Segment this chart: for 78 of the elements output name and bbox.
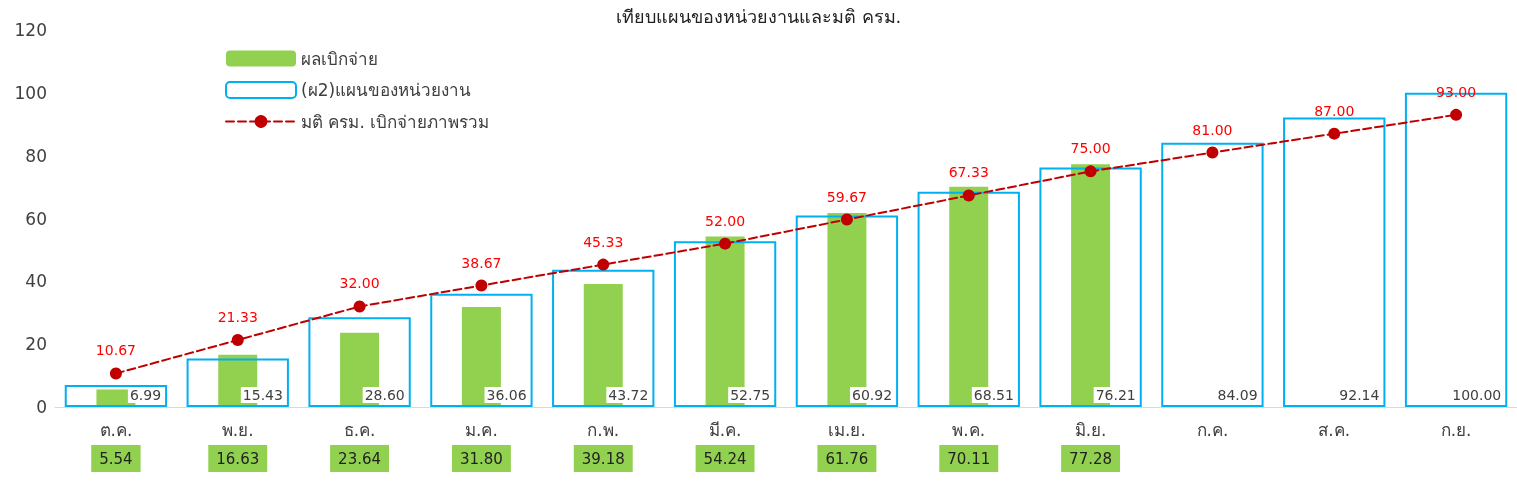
- data-label: 23.64: [338, 449, 382, 468]
- data-label: 15.43: [242, 387, 283, 403]
- x-tick-label: ก.ย.: [1440, 419, 1472, 440]
- bar: [673, 241, 777, 407]
- x-tick-label: ก.ค.: [1196, 419, 1229, 440]
- data-label: 70.11: [947, 449, 991, 468]
- data-label: 84.09: [1217, 387, 1258, 403]
- data-label: 38.67: [461, 254, 502, 271]
- point: [475, 279, 488, 292]
- bar: [1161, 142, 1264, 407]
- data-label: 54.24: [703, 449, 747, 468]
- bar: [430, 293, 533, 407]
- y-tick-label: 60: [25, 208, 47, 229]
- bar: [795, 215, 899, 407]
- x-tick-label: มิ.ย.: [1074, 419, 1107, 440]
- x-tick-label: ส.ค.: [1318, 419, 1351, 440]
- y-tick-label: 120: [14, 20, 47, 40]
- data-label: 32.00: [339, 275, 380, 292]
- x-tick-label: พ.ย.: [221, 419, 254, 440]
- data-label: 87.00: [1314, 102, 1355, 119]
- x-tick-label: ก.พ.: [587, 419, 620, 440]
- data-label: 43.72: [608, 387, 649, 403]
- bar: [64, 385, 168, 407]
- y-tick-label: 40: [25, 271, 47, 292]
- data-label: 67.33: [948, 164, 989, 181]
- point: [840, 213, 853, 226]
- legend-label: (ผ2)แผนของหน่วยงาน: [301, 80, 472, 100]
- bar: [186, 358, 289, 407]
- data-label: 6.99: [129, 387, 162, 403]
- data-label: 100.00: [1452, 387, 1502, 403]
- y-tick-label: 80: [25, 145, 47, 166]
- data-label: 5.54: [99, 449, 133, 468]
- x-tick-label: ต.ค.: [99, 419, 133, 440]
- data-label: 45.33: [583, 233, 624, 250]
- data-label: 61.76: [825, 449, 869, 468]
- data-label: 76.21: [1095, 387, 1136, 403]
- data-label: 77.28: [1069, 449, 1113, 468]
- point: [1206, 146, 1219, 159]
- bar: [308, 317, 411, 407]
- x-tick-label: เม.ย.: [828, 419, 866, 440]
- x-tick-label: พ.ค.: [952, 419, 986, 440]
- data-label: 81.00: [1192, 121, 1233, 138]
- bar: [1039, 167, 1142, 407]
- point: [353, 300, 366, 313]
- x-tick-label: ธ.ค.: [343, 419, 376, 440]
- data-label: 10.67: [95, 342, 136, 359]
- data-label: 28.60: [364, 387, 405, 403]
- bar: [552, 269, 655, 407]
- chart-title: เทียบแผนของหน่วยงานและมติ ครม.: [615, 5, 902, 27]
- legend-label: ผลเบิกจ่าย: [301, 48, 378, 69]
- bar: [1283, 117, 1386, 407]
- point: [1084, 165, 1097, 178]
- data-label: 52.75: [730, 387, 771, 403]
- data-label: 68.51: [973, 387, 1014, 403]
- data-label: 36.06: [486, 387, 527, 403]
- x-tick-label: มี.ค.: [708, 419, 742, 440]
- data-label: 31.80: [459, 449, 503, 468]
- point: [109, 367, 122, 380]
- data-label: 60.92: [851, 387, 893, 403]
- bar: [917, 191, 1020, 407]
- data-label: 16.63: [216, 449, 260, 468]
- point: [962, 189, 975, 202]
- data-label: 92.14: [1339, 387, 1380, 403]
- legend-label: มติ ครม. เบิกจ่ายภาพรวม: [301, 111, 490, 132]
- data-label: 21.33: [217, 308, 258, 325]
- point: [597, 258, 610, 271]
- y-tick-label: 0: [36, 397, 47, 417]
- y-tick-label: 100: [14, 82, 47, 103]
- data-label: 59.67: [826, 188, 867, 205]
- point: [1328, 127, 1341, 140]
- data-label: 39.18: [581, 449, 625, 468]
- point: [1450, 108, 1463, 121]
- point: [231, 333, 244, 346]
- data-label: 52.00: [705, 212, 746, 229]
- data-label: 75.00: [1070, 140, 1111, 157]
- x-tick-label: ม.ค.: [465, 419, 498, 440]
- point: [719, 237, 732, 250]
- y-tick-label: 20: [25, 334, 47, 355]
